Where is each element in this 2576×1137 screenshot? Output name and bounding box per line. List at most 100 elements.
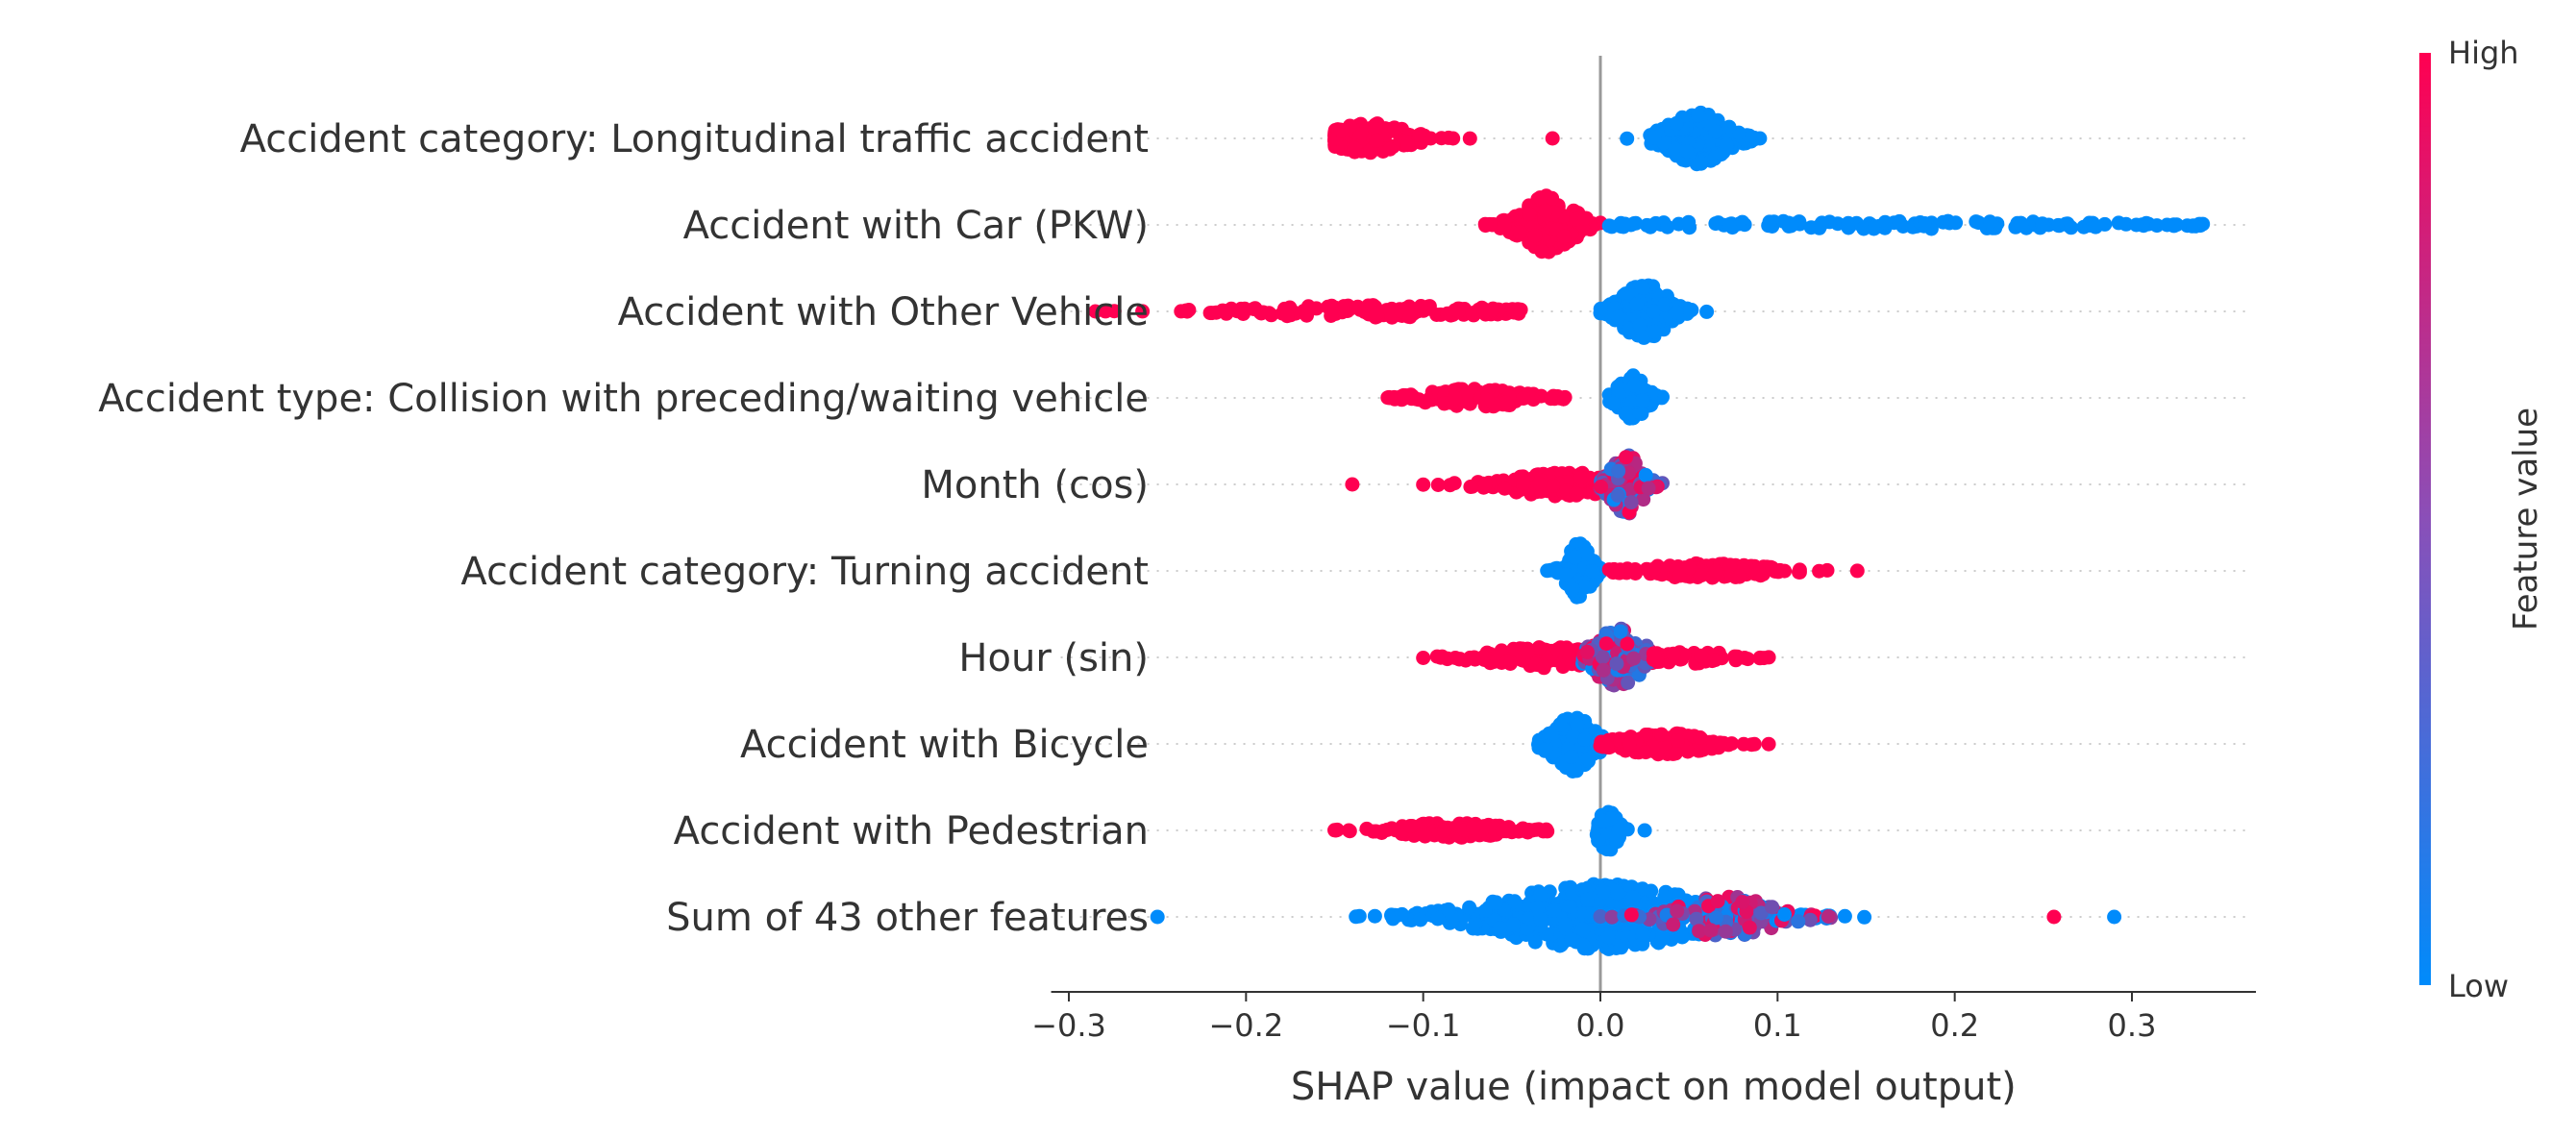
shap-point xyxy=(1689,911,1704,927)
shap-point xyxy=(1279,309,1295,324)
shap-point xyxy=(1522,911,1537,927)
shap-point xyxy=(1777,907,1792,922)
shap-point xyxy=(1466,921,1480,936)
shap-point xyxy=(1857,909,1872,925)
shap-point xyxy=(1506,917,1521,932)
shap-point xyxy=(1605,396,1621,411)
shap-point xyxy=(1413,299,1428,313)
shap-point xyxy=(1564,932,1579,948)
shap-point xyxy=(1647,324,1662,339)
shap-point xyxy=(1670,733,1685,748)
shap-point xyxy=(1657,297,1672,312)
shap-point xyxy=(1626,651,1642,666)
shap-point xyxy=(1610,487,1625,503)
shap-point xyxy=(1740,652,1755,667)
shap-point xyxy=(1611,823,1626,838)
shap-point xyxy=(1569,486,1584,501)
shap-point xyxy=(1791,914,1806,929)
shap-point xyxy=(1497,219,1512,235)
shap-point xyxy=(1345,477,1360,492)
shap-point xyxy=(1512,225,1527,240)
shap-point xyxy=(1641,481,1656,496)
shap-points xyxy=(1088,105,2211,956)
shap-point xyxy=(1493,921,1507,936)
shap-point xyxy=(1666,646,1681,661)
shap-point xyxy=(1413,912,1428,927)
feature-label: Accident category: Longitudinal traffic … xyxy=(240,117,1149,161)
shap-point xyxy=(1566,729,1581,744)
shap-point xyxy=(1375,826,1389,840)
shap-point xyxy=(1611,309,1625,325)
feature-label: Sum of 43 other features xyxy=(666,896,1149,940)
shap-point xyxy=(1479,392,1495,408)
shap-point xyxy=(1538,203,1553,218)
shap-point xyxy=(1534,244,1549,260)
shap-point xyxy=(1669,305,1684,320)
shap-point xyxy=(1632,317,1647,333)
shap-point xyxy=(1412,127,1427,142)
shap-point xyxy=(1556,229,1572,244)
shap-point xyxy=(1462,131,1477,146)
shap-point xyxy=(1609,656,1624,672)
shap-point xyxy=(1477,477,1493,492)
shap-point xyxy=(1599,825,1615,840)
shap-point xyxy=(1300,299,1316,314)
shap-point xyxy=(1429,649,1445,664)
shap-point xyxy=(1434,131,1449,146)
shap-point xyxy=(1703,923,1719,938)
shap-point xyxy=(1815,215,1829,231)
shap-point xyxy=(1693,729,1708,745)
shap-point xyxy=(1562,899,1577,914)
shap-point xyxy=(1088,304,1103,319)
shap-point xyxy=(1792,564,1806,580)
feature-labels: Accident category: Longitudinal traffic … xyxy=(98,117,1149,940)
shap-point xyxy=(1609,834,1624,850)
shap-point xyxy=(1596,662,1611,678)
shap-point xyxy=(1765,560,1780,576)
shap-point xyxy=(1626,378,1642,393)
shap-point xyxy=(1324,309,1339,323)
shap-point xyxy=(1532,476,1547,491)
shap-point xyxy=(1545,131,1560,146)
shap-point xyxy=(1619,450,1634,465)
shap-point xyxy=(1610,885,1625,901)
x-tick-label: −0.2 xyxy=(1208,1007,1283,1044)
shap-point xyxy=(1646,304,1661,319)
shap-point xyxy=(1564,750,1579,764)
shap-point xyxy=(1533,888,1548,903)
shap-point xyxy=(1329,822,1345,837)
shap-point xyxy=(1402,309,1418,325)
shap-point xyxy=(1416,477,1431,492)
shap-point xyxy=(1638,745,1653,760)
shap-point xyxy=(1506,305,1522,320)
shap-point xyxy=(1721,119,1737,135)
x-tick-label: −0.1 xyxy=(1386,1007,1461,1044)
shap-point xyxy=(1507,894,1523,909)
shap-point xyxy=(1636,492,1651,507)
shap-point xyxy=(1532,190,1548,206)
shap-point xyxy=(1600,929,1616,945)
shap-point xyxy=(1682,560,1697,576)
shap-point xyxy=(1418,828,1433,844)
shap-point xyxy=(1565,581,1580,597)
shap-point xyxy=(2129,217,2144,233)
shap-point xyxy=(1402,819,1418,833)
shap-point xyxy=(1849,563,1865,579)
shap-point xyxy=(1735,895,1750,909)
shap-point xyxy=(1622,321,1637,336)
shap-point xyxy=(1936,214,1951,230)
shap-point xyxy=(1520,644,1535,659)
shap-point xyxy=(1668,746,1683,761)
shap-point xyxy=(1399,137,1415,153)
shap-point xyxy=(1837,908,1852,924)
shap-point xyxy=(1448,651,1463,665)
colorbar-title: Feature value xyxy=(2507,408,2545,630)
shap-point xyxy=(1693,156,1708,171)
shap-point xyxy=(1579,644,1595,659)
shap-point xyxy=(1623,495,1639,510)
shap-point xyxy=(2064,220,2079,235)
shap-point xyxy=(1465,307,1480,322)
shap-point xyxy=(2035,218,2050,233)
